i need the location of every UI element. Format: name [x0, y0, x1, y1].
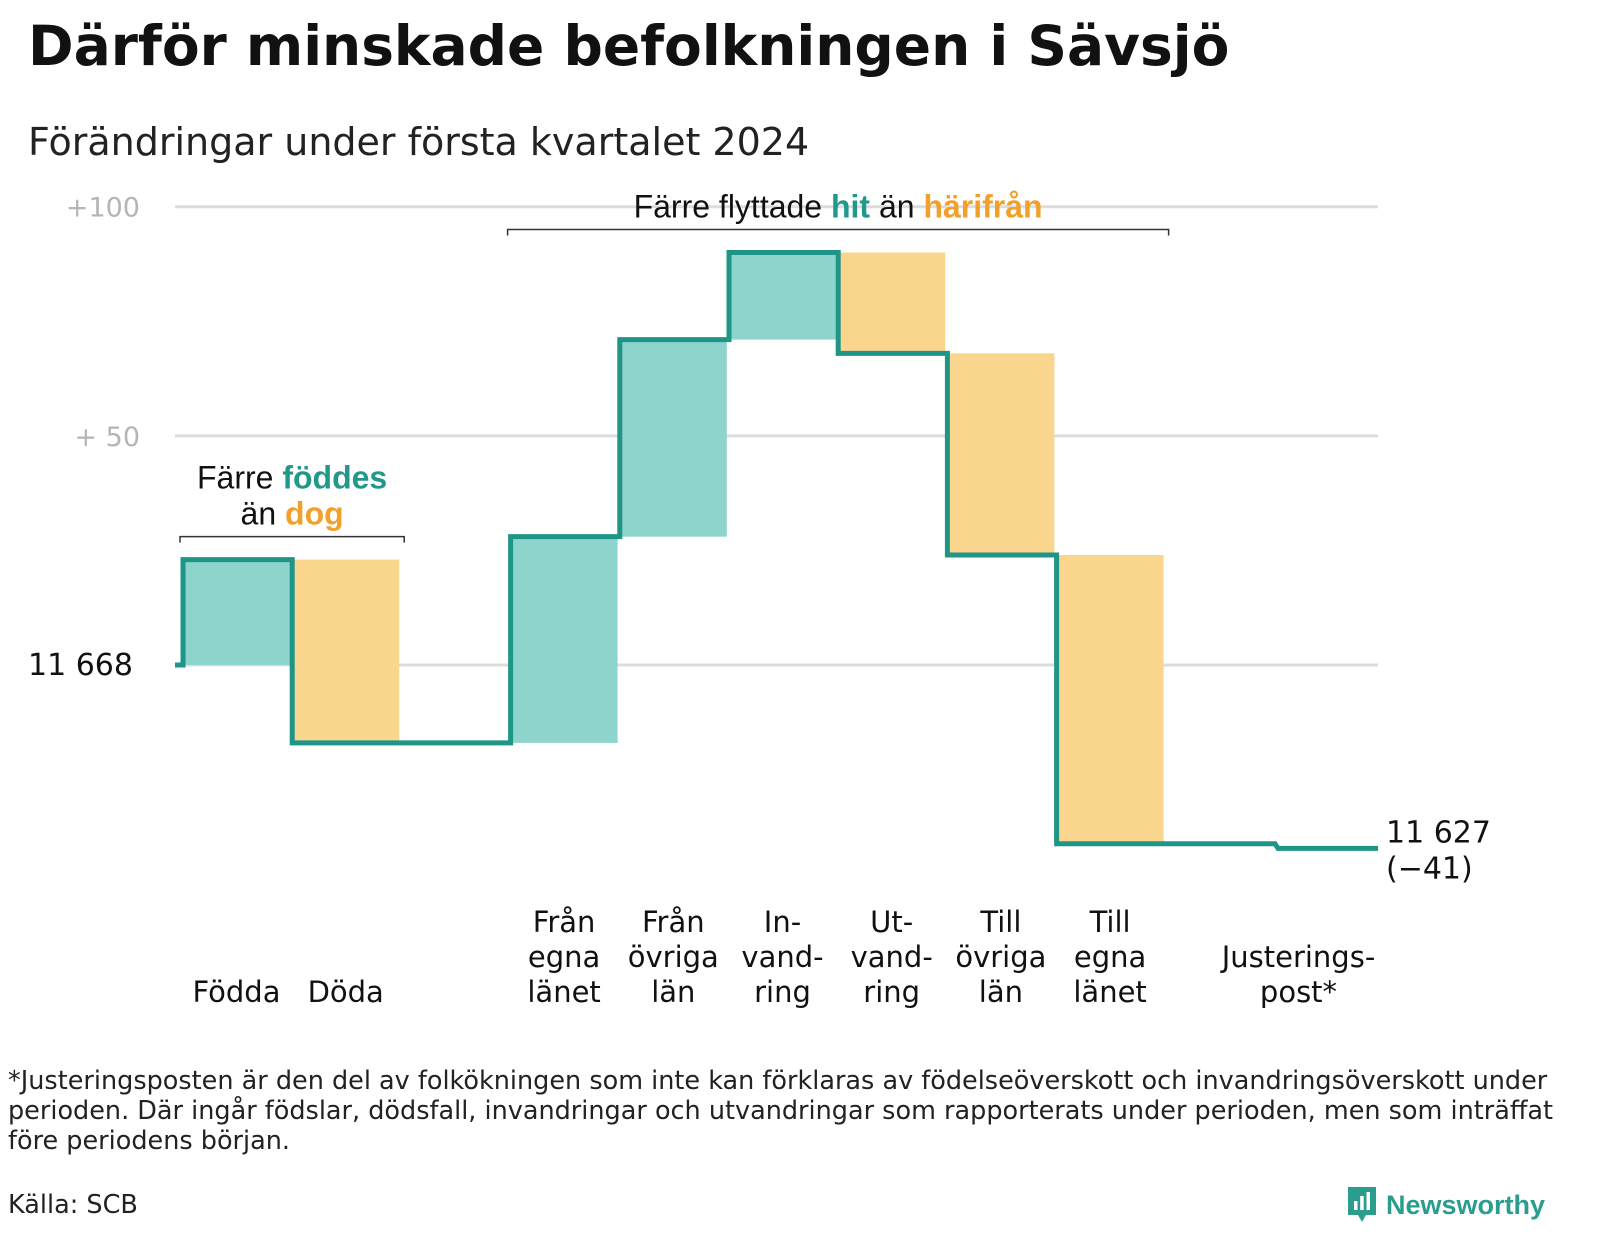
bar-increase: [619, 339, 727, 537]
newsworthy-logo-icon: [1348, 1187, 1376, 1222]
category-label: länet: [527, 975, 600, 1009]
brand-name: Newsworthy: [1386, 1189, 1546, 1220]
brand-logo: Newsworthy: [1346, 1182, 1545, 1228]
annotation-text: Färre föddes: [197, 460, 387, 496]
bar-increase: [183, 559, 290, 665]
chart-title: Därför minskade befolkningen i Sävsjö: [28, 14, 1230, 78]
y-tick-label: +100: [66, 193, 140, 224]
category-label: län: [979, 975, 1023, 1009]
footnote: *Justeringsposten är den del av folkökni…: [8, 1066, 1554, 1156]
category-label: länet: [1073, 975, 1146, 1009]
bar-decrease: [1056, 555, 1164, 844]
annotation-segment: hit: [831, 189, 870, 225]
source-note: Källa: SCB: [8, 1190, 138, 1220]
total-change-label: (−41): [1386, 851, 1473, 886]
category-label: egna: [1074, 940, 1146, 974]
category-label: Till: [1089, 905, 1131, 939]
category-label: In-: [764, 905, 801, 939]
bar-decrease: [292, 559, 400, 743]
category-label: Födda: [193, 975, 281, 1009]
category-label: övriga: [955, 940, 1046, 974]
annotation-text: än dog: [241, 496, 344, 532]
bar-increase: [729, 252, 836, 340]
category-label: övriga: [628, 940, 719, 974]
y-tick-label: + 50: [74, 422, 140, 453]
category-label: Justerings-: [1220, 940, 1376, 974]
category-label: Döda: [308, 975, 384, 1009]
category-label: Till: [979, 905, 1021, 939]
category-label: Från: [533, 905, 596, 939]
annotation-segment: dog: [285, 496, 344, 532]
waterfall-step-line: [175, 250, 1378, 851]
annotation-bracket: [179, 535, 405, 543]
category-label: post*: [1260, 975, 1337, 1009]
annotation-segment: än: [870, 189, 923, 225]
category-label: egna: [528, 940, 600, 974]
annotation-text: Färre flyttade hit än härifrån: [634, 189, 1043, 225]
bar-decrease: [838, 252, 946, 354]
category-label: Ut-: [870, 905, 913, 939]
chart-subtitle: Förändringar under första kvartalet 2024: [28, 120, 810, 164]
start-value-label: 11 668: [28, 648, 133, 683]
annotation-segment: Färre: [197, 460, 282, 496]
annotation-segment: än: [241, 496, 285, 532]
category-label: vand-: [851, 940, 933, 974]
bar-increase: [510, 536, 618, 743]
category-label: vand-: [741, 940, 823, 974]
bar-decrease: [947, 353, 1055, 556]
category-label: Från: [642, 905, 705, 939]
category-label: ring: [863, 975, 920, 1009]
category-label: ring: [754, 975, 811, 1009]
end-value-label: 11 627: [1386, 815, 1491, 850]
annotation-segment: härifrån: [923, 189, 1042, 225]
annotation-segment: Färre flyttade: [634, 189, 831, 225]
annotation-bracket: [506, 228, 1170, 236]
annotation-segment: föddes: [282, 460, 387, 496]
category-label: län: [651, 975, 695, 1009]
